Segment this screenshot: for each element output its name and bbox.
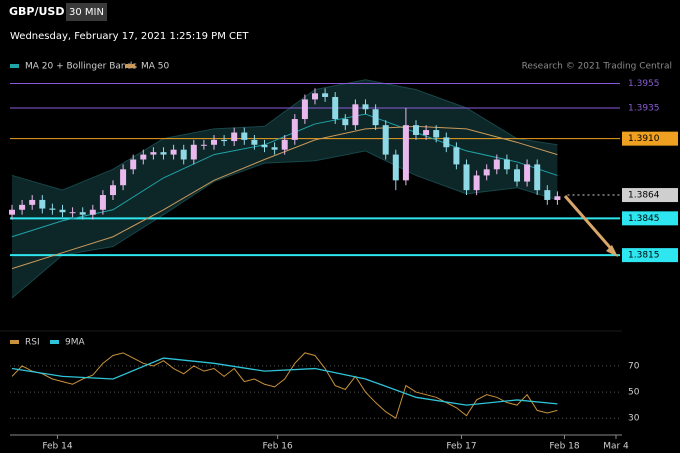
- level-label: 1.3815: [628, 251, 660, 261]
- candle-body: [352, 104, 359, 126]
- symbol: GBP/USD: [9, 5, 64, 18]
- candle-body: [140, 154, 147, 160]
- moving-average: [11, 125, 558, 270]
- candle-body: [49, 208, 56, 210]
- rsi-tick-label: 50: [628, 388, 640, 398]
- candle-body: [281, 139, 288, 150]
- candle-body: [110, 185, 116, 196]
- candle-body: [150, 152, 157, 155]
- candle-body: [69, 212, 76, 214]
- legend-swatch: [10, 64, 19, 68]
- legend-swatch: [10, 340, 19, 344]
- candle-body: [231, 132, 238, 142]
- candle-body: [322, 93, 329, 97]
- candle-body: [79, 212, 86, 215]
- candle-body: [402, 125, 409, 181]
- candle-body: [89, 209, 96, 215]
- subtitle: Wednesday, February 17, 2021 1:25:19 PM …: [10, 31, 249, 42]
- candle-body: [99, 195, 106, 210]
- candle-body: [261, 144, 268, 148]
- candle-body: [503, 159, 510, 170]
- candle-body: [392, 154, 399, 181]
- level-label: 1.3864: [628, 191, 660, 201]
- candle-body: [180, 149, 187, 160]
- candle-body: [362, 104, 369, 110]
- legend-swatch: [126, 64, 135, 68]
- candle-body: [241, 132, 248, 140]
- x-tick-label: Feb 18: [549, 442, 580, 452]
- candle-body: [39, 199, 46, 209]
- x-tick-label: Mar 4: [603, 442, 629, 452]
- candle-body: [170, 149, 177, 155]
- level-label: 1.3845: [628, 214, 660, 224]
- candle-body: [301, 99, 308, 120]
- rsi-tick-label: 30: [628, 414, 640, 424]
- candle-body: [544, 190, 551, 200]
- candle-body: [160, 152, 167, 155]
- legend-swatch: [50, 340, 59, 344]
- level-label: 1.3935: [628, 104, 660, 114]
- candle-body: [382, 125, 389, 155]
- candle-body: [413, 125, 419, 135]
- candle-body: [271, 147, 278, 150]
- candle-body: [443, 137, 450, 148]
- bollinger-lower: [11, 150, 558, 299]
- rsi-line: [11, 357, 558, 406]
- level-box: [622, 248, 678, 263]
- rsi-line: [11, 352, 558, 420]
- candle-body: [29, 199, 36, 205]
- projection-arrow: [563, 195, 616, 253]
- x-tick-label: Feb 14: [42, 442, 73, 452]
- candle-body: [251, 139, 258, 145]
- candle-body: [200, 144, 207, 146]
- projection-arrowhead: [606, 245, 618, 257]
- candle-body: [423, 130, 430, 135]
- level-box: [622, 188, 678, 203]
- candle-body: [554, 196, 561, 200]
- candle-body: [59, 209, 66, 213]
- candle-body: [463, 164, 470, 191]
- candle-body: [312, 93, 318, 100]
- candle-body: [291, 119, 298, 140]
- candle-body: [130, 159, 137, 170]
- candle-body: [514, 169, 520, 182]
- candle-body: [19, 204, 26, 210]
- candle-body: [120, 169, 127, 186]
- timeframe[interactable]: 30 MIN: [69, 7, 104, 18]
- candle-body: [342, 119, 349, 126]
- level-box: [622, 211, 678, 226]
- legend-label: MA 50: [141, 62, 170, 72]
- legend-label: 9MA: [65, 338, 85, 348]
- candle-body: [433, 130, 440, 138]
- legend-label: MA 20 + Bollinger Bands: [25, 62, 137, 72]
- candle-body: [332, 96, 339, 120]
- candle-body: [453, 147, 460, 165]
- candle-body: [493, 159, 500, 170]
- timeframe-box[interactable]: [66, 3, 107, 21]
- level-box: [622, 131, 678, 146]
- candle-body: [372, 109, 379, 126]
- candle-body: [483, 169, 490, 176]
- moving-average: [11, 113, 558, 238]
- candle-body: [534, 164, 541, 191]
- source: Research © 2021 Trading Central: [522, 62, 672, 72]
- candle-body: [190, 144, 197, 160]
- candle-body: [211, 139, 217, 145]
- level-label: 1.3955: [628, 79, 660, 89]
- candle-body: [221, 139, 228, 142]
- candle-body: [524, 164, 531, 182]
- legend-label: RSI: [25, 338, 40, 348]
- level-label: 1.3910: [628, 134, 660, 144]
- x-tick-label: Feb 16: [263, 442, 294, 452]
- x-tick-label: Feb 17: [446, 442, 476, 452]
- rsi-tick-label: 70: [628, 361, 640, 371]
- candle-body: [473, 175, 480, 191]
- candle-body: [9, 209, 15, 215]
